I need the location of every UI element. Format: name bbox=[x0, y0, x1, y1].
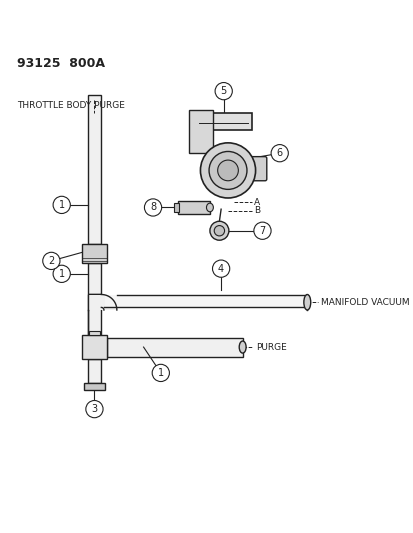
Bar bbox=[104, 295, 306, 306]
Ellipse shape bbox=[239, 341, 245, 353]
Bar bbox=[87, 95, 101, 244]
Text: 6: 6 bbox=[276, 148, 282, 158]
Text: THROTTLE BODY PURGE: THROTTLE BODY PURGE bbox=[17, 101, 124, 110]
Bar bbox=[82, 244, 106, 263]
Circle shape bbox=[209, 151, 247, 189]
Circle shape bbox=[212, 260, 229, 277]
Circle shape bbox=[214, 225, 224, 236]
Circle shape bbox=[271, 144, 287, 162]
Text: 5: 5 bbox=[220, 86, 226, 96]
FancyBboxPatch shape bbox=[247, 157, 266, 181]
Bar bbox=[87, 263, 101, 294]
Bar bbox=[195, 112, 251, 130]
Bar bbox=[104, 295, 306, 308]
Circle shape bbox=[53, 196, 70, 214]
Text: 7: 7 bbox=[259, 226, 265, 236]
Bar bbox=[189, 110, 213, 153]
Circle shape bbox=[144, 199, 161, 216]
Text: 4: 4 bbox=[218, 264, 224, 273]
Text: B: B bbox=[253, 206, 259, 215]
FancyBboxPatch shape bbox=[178, 200, 209, 214]
Text: 2: 2 bbox=[48, 256, 55, 266]
Circle shape bbox=[209, 221, 228, 240]
Circle shape bbox=[200, 143, 255, 198]
Text: PURGE: PURGE bbox=[256, 343, 287, 352]
Circle shape bbox=[152, 364, 169, 382]
Bar bbox=[89, 330, 100, 335]
Ellipse shape bbox=[206, 203, 213, 212]
Text: 3: 3 bbox=[91, 404, 97, 414]
Bar bbox=[173, 203, 178, 212]
Bar bbox=[87, 295, 116, 310]
Text: 1: 1 bbox=[59, 269, 64, 279]
Bar bbox=[106, 337, 242, 357]
Bar bbox=[84, 383, 104, 390]
Bar bbox=[87, 294, 101, 336]
Ellipse shape bbox=[303, 295, 310, 310]
Text: 1: 1 bbox=[59, 200, 64, 210]
Bar bbox=[82, 335, 106, 359]
Circle shape bbox=[253, 222, 271, 239]
Text: 1: 1 bbox=[157, 368, 164, 378]
Text: A: A bbox=[253, 198, 259, 207]
Circle shape bbox=[85, 400, 103, 418]
Circle shape bbox=[215, 83, 232, 100]
Circle shape bbox=[43, 252, 60, 270]
Circle shape bbox=[217, 160, 238, 181]
Bar bbox=[87, 359, 101, 383]
Text: MANIFOLD VACUUM: MANIFOLD VACUUM bbox=[320, 298, 409, 307]
Text: 93125  800A: 93125 800A bbox=[17, 56, 104, 70]
Circle shape bbox=[53, 265, 70, 282]
Text: 8: 8 bbox=[150, 203, 156, 213]
